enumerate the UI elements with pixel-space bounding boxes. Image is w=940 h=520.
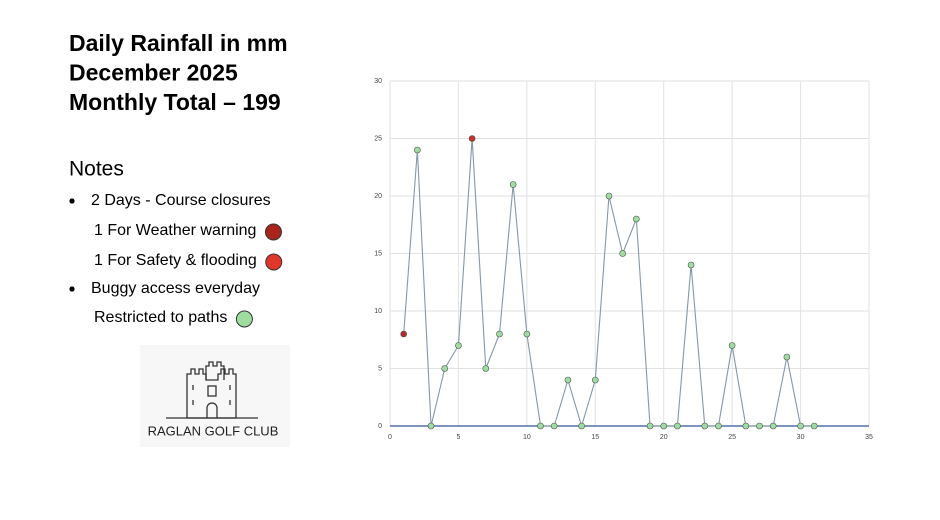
y-tick-label: 30 xyxy=(374,78,382,85)
data-point xyxy=(810,422,818,430)
x-tick-label: 5 xyxy=(456,434,460,441)
y-tick-label: 0 xyxy=(378,423,382,430)
note-text: 2 Days - Course closures xyxy=(91,192,271,209)
note-text: Buggy access everyday xyxy=(91,280,260,297)
x-tick-label: 20 xyxy=(660,434,668,441)
x-tick-label: 0 xyxy=(388,434,392,441)
data-point xyxy=(646,422,654,430)
data-point xyxy=(756,422,763,430)
data-point xyxy=(414,146,421,154)
logo-text: RAGLAN GOLF CLUB xyxy=(148,423,279,438)
data-point xyxy=(619,250,626,257)
data-point xyxy=(455,342,462,349)
data-point xyxy=(427,422,435,430)
x-tick-label: 25 xyxy=(728,434,736,441)
data-point xyxy=(769,422,777,430)
data-point xyxy=(400,330,407,338)
title-line: Daily Rainfall in mm xyxy=(69,30,288,56)
data-point xyxy=(523,330,531,338)
title-line: December 2025 xyxy=(69,60,238,86)
y-tick-label: 25 xyxy=(374,135,382,142)
x-tick-label: 30 xyxy=(797,434,805,441)
data-point xyxy=(701,422,709,430)
castle-icon xyxy=(166,361,258,419)
data-point xyxy=(591,376,599,384)
data-point xyxy=(783,353,791,361)
bullet xyxy=(69,286,75,292)
y-tick-label: 5 xyxy=(378,365,382,372)
data-point xyxy=(537,422,544,430)
data-point xyxy=(509,181,517,188)
note-text: 1 For Weather warning xyxy=(94,222,256,239)
data-point xyxy=(482,365,490,372)
data-point xyxy=(674,422,681,430)
data-point xyxy=(441,365,449,372)
note-text: 1 For Safety & flooding xyxy=(94,252,257,269)
y-tick-label: 15 xyxy=(374,250,382,257)
logo: RAGLAN GOLF CLUB xyxy=(140,345,290,447)
data-point xyxy=(797,422,804,430)
y-tick-label: 10 xyxy=(374,308,382,315)
bullet xyxy=(69,198,75,204)
data-point xyxy=(605,192,613,200)
x-tick-label: 10 xyxy=(523,434,531,441)
data-point xyxy=(564,376,572,384)
x-tick-label: 35 xyxy=(865,434,873,441)
data-point xyxy=(687,261,695,269)
notes-heading: Notes xyxy=(69,158,124,181)
data-point xyxy=(715,422,722,430)
data-point xyxy=(496,330,503,338)
data-line xyxy=(403,138,815,428)
data-point xyxy=(633,215,640,223)
note-text: Restricted to paths xyxy=(94,309,227,326)
data-point xyxy=(728,342,736,349)
legend-dot xyxy=(235,310,253,328)
data-point xyxy=(578,422,585,430)
data-point xyxy=(660,422,668,430)
legend-dot xyxy=(265,253,283,271)
title-line: Monthly Total – 199 xyxy=(69,89,281,115)
data-point xyxy=(742,422,750,430)
x-tick-label: 15 xyxy=(591,434,599,441)
legend-dot xyxy=(264,223,282,241)
y-tick-label: 20 xyxy=(374,193,382,200)
data-point xyxy=(550,422,558,430)
data-point xyxy=(468,135,476,142)
